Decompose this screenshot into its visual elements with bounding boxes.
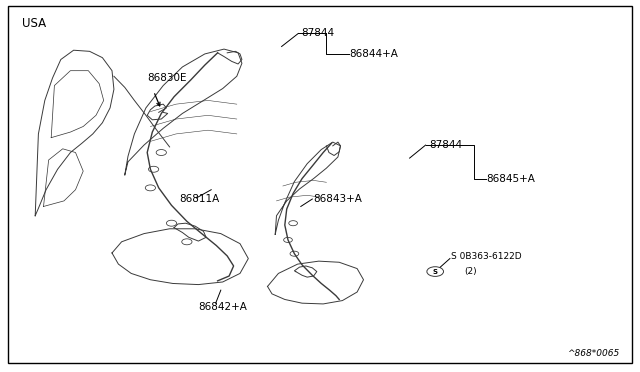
Text: USA: USA <box>22 17 47 30</box>
Text: 87844: 87844 <box>429 140 462 150</box>
Text: 86844+A: 86844+A <box>349 49 397 59</box>
Text: S 0B363-6122D: S 0B363-6122D <box>451 252 522 261</box>
Text: 86845+A: 86845+A <box>486 174 535 183</box>
Text: 86843+A: 86843+A <box>314 194 362 204</box>
Text: 86842+A: 86842+A <box>198 302 247 312</box>
Text: (2): (2) <box>464 267 477 276</box>
Text: 86830E: 86830E <box>147 73 187 83</box>
Text: 86811A: 86811A <box>179 194 220 204</box>
Text: ^868*0065: ^868*0065 <box>567 349 620 358</box>
Text: 87844: 87844 <box>301 29 334 38</box>
Text: S: S <box>433 269 438 275</box>
